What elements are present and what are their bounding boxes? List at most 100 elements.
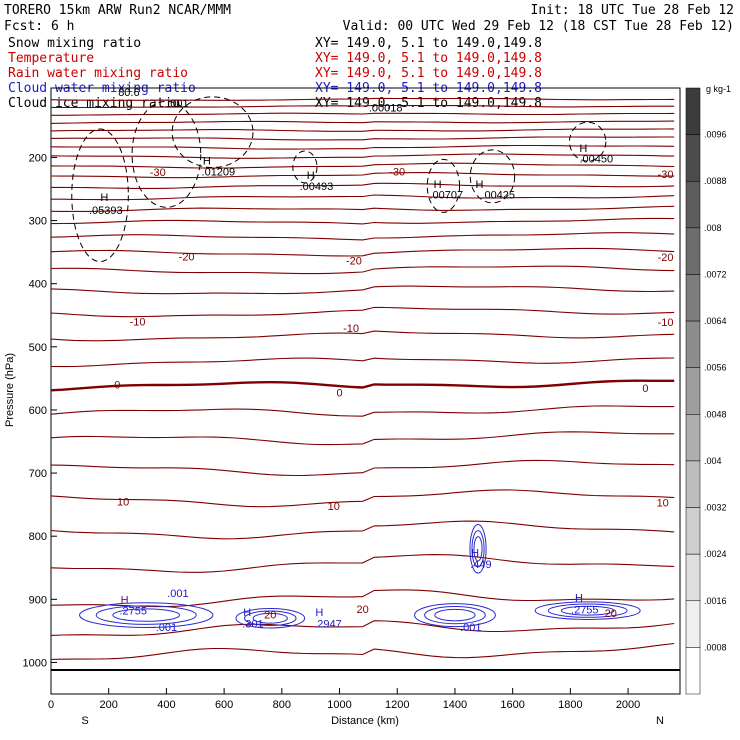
extremum-label: H [243,607,251,619]
temperature-contour-label: 20 [605,608,617,620]
cloud-water-contour [471,530,485,568]
y-tick-label: 300 [29,216,47,228]
x-end-label-north: N [656,715,664,727]
cloud-water-contour [473,536,483,562]
colorbar-swatch [685,320,701,368]
isotherm-line [50,136,675,141]
y-tick-label: 200 [29,152,47,164]
colorbar-unit: g kg-1 [706,84,731,94]
colorbar-label: .008 [704,223,722,233]
colorbar-label: .004 [704,456,722,466]
extremum-label: H [203,156,211,168]
temperature-contour-label: 20 [356,604,368,616]
snow-contour [426,158,461,213]
isotherm-line [50,205,675,212]
x-tick-label: 1400 [443,699,467,711]
extremum-label: .05393 [89,205,123,217]
isotherm-line [50,162,675,169]
colorbar-label: .0024 [704,549,727,559]
isotherm-line [51,182,675,189]
temperature-contour-label: -30 [658,169,674,181]
temperature-contour-label: 10 [657,498,669,510]
field-xy-temperature: XY= 149.0, 5.1 to 149.0,149.8 [315,51,542,66]
y-tick-label: 500 [29,342,47,354]
snow-contour [171,96,254,169]
temperature-contour-label: -20 [179,252,195,264]
colorbar-swatch [685,180,701,229]
extremum-label: .001 [460,622,481,634]
isotherm-line [51,112,675,116]
colorbar-label: .0008 [704,642,727,652]
x-tick-label: 1800 [558,699,582,711]
isotherm-line [50,431,675,446]
extremum-label: .2755 [119,606,147,618]
extremum-label: H [575,592,583,604]
cloud-water-contour [244,610,297,627]
y-tick-label: 900 [29,594,47,606]
snow-contour [568,121,607,162]
temperature-contour-label: 20 [264,609,276,621]
extremum-label: 80.6 [118,87,139,99]
field-label-rain: Rain water mixing ratio [8,66,188,81]
extremum-label: H [121,594,129,606]
extremum-label: .449 [470,559,491,571]
forecast-hour: Fcst: 6 h [4,19,74,34]
x-tick-label: 1600 [500,699,524,711]
y-tick-label: 700 [29,468,47,480]
cloud-water-contour [469,524,487,574]
colorbar-swatch [685,414,701,462]
isotherm-line [50,104,675,109]
x-tick-label: 0 [48,699,54,711]
y-tick-label: 800 [29,531,47,543]
field-label-snow: Snow mixing ratio [8,36,141,51]
extremum-label: .001 [167,98,188,110]
snow-contour [71,128,129,263]
temperature-contour-label: 0 [336,387,342,399]
isotherm-line [50,459,675,477]
temperature-contour-label: 0 [114,380,120,392]
isotherm-line [50,306,675,318]
extremum-label: H [100,192,108,204]
extremum-label: H [434,179,442,191]
isotherm-line [50,265,675,275]
field-xy-rain: XY= 149.0, 5.1 to 149.0,149.8 [315,66,542,81]
y-tick-label: 600 [29,405,47,417]
y-tick-label: 400 [29,279,47,291]
temperature-contour-label: -30 [389,166,405,178]
x-tick-label: 600 [215,699,233,711]
temperature-contour-label: -10 [130,317,146,329]
colorbar-label: .0056 [704,363,727,373]
field-xy-snow: XY= 149.0, 5.1 to 149.0,149.8 [315,36,542,51]
run-title: TORERO 15km ARW Run2 NCAR/MMM [4,3,231,18]
isotherm-line [50,153,675,159]
cloud-water-contour [434,608,476,622]
cloud-water-contour [252,612,288,624]
isotherm-line [50,217,675,225]
temperature-contour-label: -20 [658,252,674,264]
plot-frame [50,87,681,695]
field-xy-cloud-ice: XY= 149.0, 5.1 to 149.0,149.8 [315,96,542,111]
cloud-water-contour [414,603,496,628]
isotherm-line [50,172,675,179]
colorbar-label: .0016 [704,596,727,606]
extremum-label: H [475,179,483,191]
extremum-label: .00707 [429,190,463,202]
isotherm-line [50,357,675,368]
colorbar-label: .0064 [704,316,727,326]
colorbar-label: .0096 [704,130,727,140]
x-tick-label: 200 [100,699,118,711]
cloud-water-contour [112,608,181,622]
x-tick-label: 2000 [616,699,640,711]
isotherm-line [50,620,675,636]
isotherm-line [50,520,675,540]
cloud-water-contour [235,608,306,629]
isotherm-line [51,194,675,201]
cloud-water-contour [547,603,628,618]
extremum-label: .00018 [369,103,403,115]
cloud-water-contour [560,605,615,616]
isotherm-line [50,120,675,124]
extremum-label: .2755 [571,604,599,616]
colorbar-swatch [685,274,701,322]
extremum-label: H [579,143,587,155]
colorbar-swatch [685,87,701,135]
